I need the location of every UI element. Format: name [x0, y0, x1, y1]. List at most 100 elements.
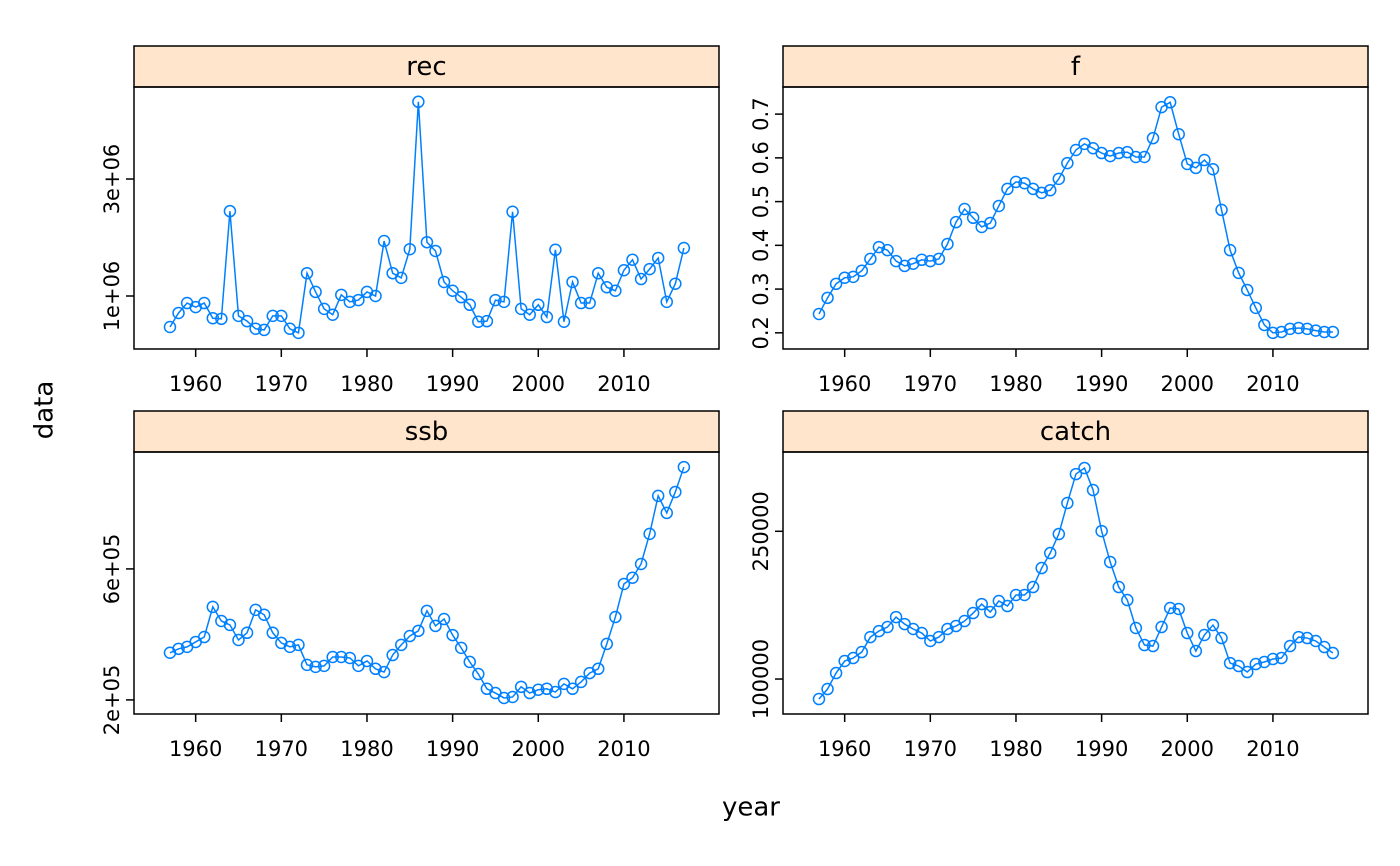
- point: [532, 683, 545, 697]
- point: [1266, 652, 1280, 666]
- series-line: [818, 101, 1333, 334]
- point: [377, 234, 391, 248]
- x-tick-label: 1980: [340, 372, 393, 396]
- point: [617, 577, 631, 591]
- point: [523, 308, 536, 321]
- point: [497, 691, 511, 705]
- point: [984, 605, 997, 619]
- point: [360, 654, 374, 668]
- point: [1206, 162, 1220, 176]
- point: [197, 630, 211, 644]
- point: [403, 242, 417, 256]
- x-tick-label: 2010: [597, 737, 650, 761]
- point: [1155, 620, 1168, 634]
- x-tick-label: 2000: [1161, 372, 1214, 396]
- point: [343, 651, 357, 665]
- x-tick-label: 1980: [989, 737, 1042, 761]
- point: [257, 323, 271, 337]
- point: [266, 309, 280, 323]
- x-tick-label: 1970: [255, 737, 308, 761]
- point: [523, 686, 536, 700]
- point: [429, 244, 442, 258]
- point: [557, 315, 571, 328]
- point: [1206, 618, 1220, 632]
- point: [669, 277, 682, 290]
- point: [915, 253, 929, 267]
- point: [1189, 161, 1203, 175]
- point: [1223, 243, 1237, 257]
- point: [626, 571, 639, 585]
- point: [634, 272, 648, 286]
- x-tick-label: 2010: [1246, 737, 1299, 761]
- point: [660, 295, 674, 309]
- point: [821, 682, 834, 696]
- point: [1283, 322, 1297, 336]
- x-tick-label: 1960: [169, 737, 222, 761]
- point: [1103, 555, 1117, 569]
- point: [1052, 172, 1066, 186]
- point: [292, 638, 305, 652]
- point: [1163, 96, 1177, 109]
- point: [1103, 149, 1117, 163]
- point: [1069, 143, 1083, 157]
- point: [352, 293, 365, 307]
- point: [206, 311, 220, 325]
- point: [1061, 156, 1074, 170]
- point: [846, 651, 860, 665]
- point: [249, 322, 262, 336]
- point: [472, 667, 485, 681]
- y-tick-label: 0.5: [749, 185, 773, 218]
- point: [609, 284, 622, 297]
- point: [1292, 630, 1305, 644]
- point: [549, 243, 562, 257]
- point: [1249, 657, 1263, 671]
- point: [1240, 665, 1254, 679]
- point: [223, 618, 237, 632]
- point: [634, 557, 648, 571]
- point: [1318, 640, 1331, 654]
- point: [266, 626, 280, 640]
- point: [1112, 146, 1126, 160]
- point: [941, 237, 954, 251]
- point: [958, 202, 971, 216]
- point: [669, 485, 682, 499]
- point: [1112, 580, 1126, 594]
- point: [643, 262, 656, 276]
- point: [1052, 527, 1066, 541]
- point: [283, 640, 297, 654]
- point: [1009, 588, 1023, 602]
- point: [317, 302, 331, 316]
- strip-title: ssb: [405, 417, 449, 447]
- point: [197, 296, 211, 310]
- point: [215, 312, 228, 326]
- point: [872, 240, 886, 254]
- point: [864, 252, 877, 266]
- x-tick-label: 1980: [340, 737, 393, 761]
- x-tick-label: 1990: [426, 372, 479, 396]
- point: [1275, 325, 1288, 339]
- x-tick-label: 2000: [512, 737, 565, 761]
- point: [1275, 651, 1288, 665]
- point: [889, 610, 903, 624]
- point: [932, 252, 946, 266]
- point: [1223, 656, 1237, 670]
- y-tick-label: 1e+06: [100, 261, 124, 332]
- point: [223, 204, 237, 218]
- point: [583, 296, 596, 310]
- strip: [133, 45, 720, 88]
- point: [172, 306, 185, 320]
- point: [454, 290, 468, 304]
- point: [1240, 283, 1254, 297]
- point: [591, 266, 605, 280]
- point: [309, 285, 322, 299]
- point: [1318, 325, 1331, 339]
- point: [838, 654, 851, 668]
- point: [966, 211, 980, 225]
- point: [412, 95, 425, 109]
- point: [1018, 588, 1031, 602]
- point: [1232, 659, 1245, 673]
- point: [1001, 599, 1014, 613]
- point: [829, 666, 843, 680]
- point: [1215, 203, 1228, 217]
- point: [309, 660, 322, 674]
